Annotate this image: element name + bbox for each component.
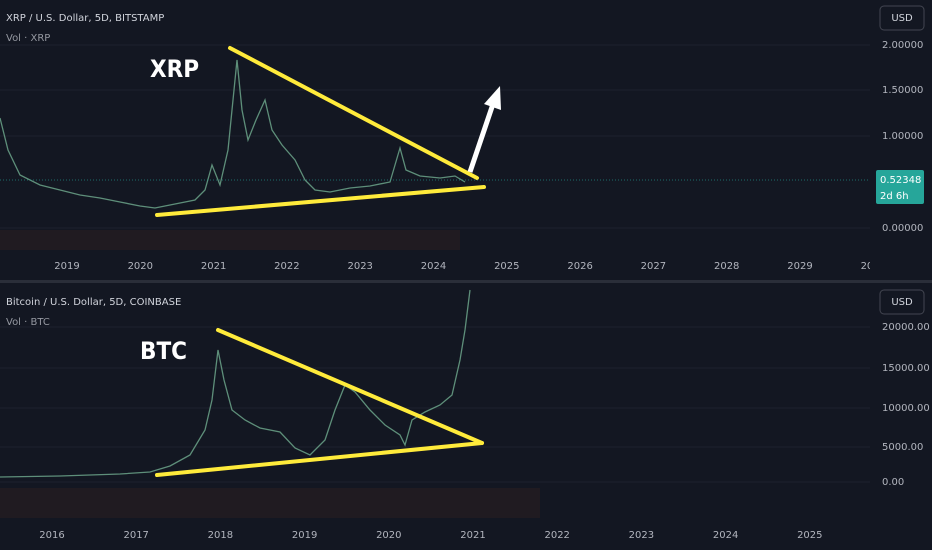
price-label: 1.00000 <box>882 131 923 142</box>
time-label: 2019 <box>54 261 79 272</box>
time-label: 2025 <box>494 261 519 272</box>
time-label: 2025 <box>797 530 822 541</box>
time-label: 2023 <box>347 261 372 272</box>
arrow <box>467 86 501 173</box>
price-label: 20000.00 <box>882 322 930 333</box>
volume-label: Vol · BTC <box>6 317 50 328</box>
time-label: 2020 <box>376 530 401 541</box>
time-label: 2019 <box>292 530 317 541</box>
price-label: 0.00000 <box>882 223 923 234</box>
volume-area <box>0 488 540 518</box>
countdown: 2d 6h <box>880 191 909 202</box>
volume-area <box>0 230 460 250</box>
trendlines <box>155 46 486 477</box>
time-label: 2023 <box>629 530 654 541</box>
currency-label[interactable]: USD <box>891 13 913 24</box>
time-label: 2026 <box>567 261 592 272</box>
symbol-title: XRP / U.S. Dollar, 5D, BITSTAMP <box>6 13 164 24</box>
time-label: 2022 <box>274 261 299 272</box>
time-label: 2024 <box>713 530 738 541</box>
last-price: 0.52348 <box>880 175 921 186</box>
grid <box>0 44 870 483</box>
annotation: BTC <box>140 337 187 365</box>
price-label: 5000.00 <box>882 442 923 453</box>
time-label: 2021 <box>201 261 226 272</box>
price-label: 15000.00 <box>882 363 930 374</box>
last-price-tag <box>876 170 924 204</box>
time-label: 2022 <box>544 530 569 541</box>
currency-button[interactable] <box>879 289 925 315</box>
price-line <box>0 289 471 478</box>
time-label: 2017 <box>123 530 148 541</box>
price-label: 10000.00 <box>882 403 930 414</box>
price-label: 2.00000 <box>882 40 923 51</box>
currency-label[interactable]: USD <box>891 297 913 308</box>
time-label: 2018 <box>208 530 233 541</box>
currency-button[interactable] <box>879 5 925 31</box>
axis-layer: 2.00000 1.50000 1.00000 0.00000 20000.00 1500… <box>882 40 930 488</box>
time-axis <box>0 522 932 550</box>
price-axis <box>870 283 932 550</box>
annotation: XRP <box>150 55 199 83</box>
price-label: 0.00 <box>882 477 904 488</box>
time-label: 2020 <box>128 261 153 272</box>
time-axis <box>0 254 932 280</box>
time-label: 2027 <box>641 261 666 272</box>
panel-separator <box>0 280 932 283</box>
volume-label: Vol · XRP <box>6 33 50 44</box>
price-axis <box>870 0 932 280</box>
price-line <box>0 59 466 209</box>
time-label: 2016 <box>39 530 64 541</box>
time-label: 2028 <box>714 261 739 272</box>
symbol-title: Bitcoin / U.S. Dollar, 5D, COINBASE <box>6 297 181 308</box>
price-label: 1.50000 <box>882 85 923 96</box>
time-label: 2029 <box>787 261 812 272</box>
time-label: 2024 <box>421 261 446 272</box>
time-label: 2021 <box>460 530 485 541</box>
